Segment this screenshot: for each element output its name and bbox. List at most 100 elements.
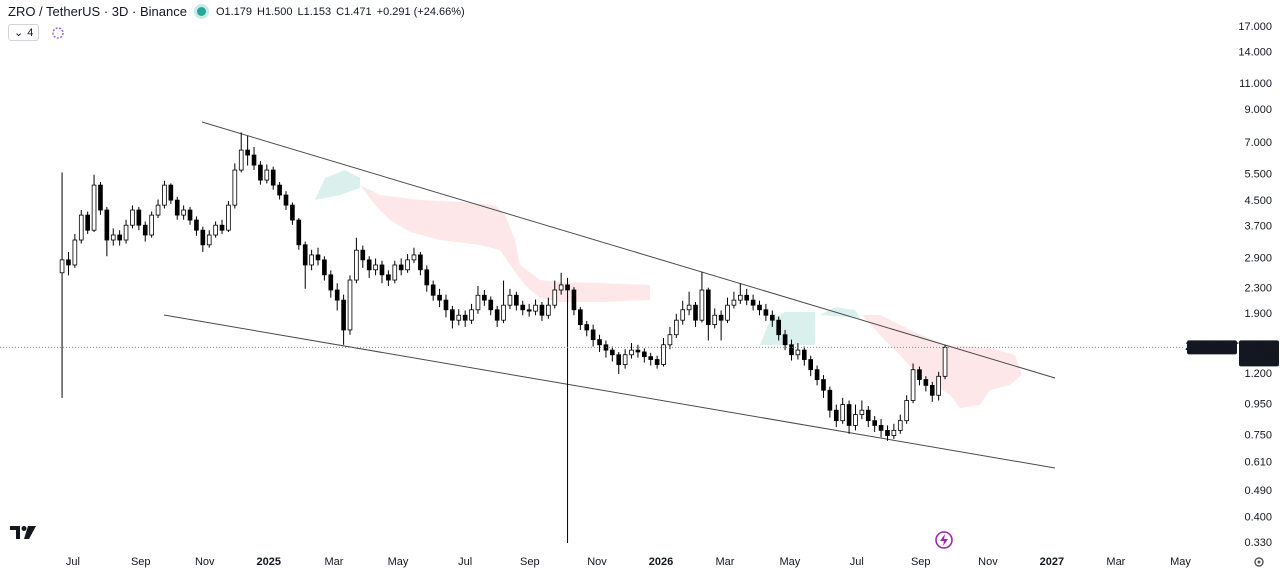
x-tick-label: 2025 — [256, 556, 280, 568]
candle-body — [629, 349, 634, 356]
x-tick-label: Mar — [325, 556, 344, 568]
symbol-tag-bg — [1187, 340, 1237, 355]
candle-body — [162, 184, 167, 206]
candle-body — [712, 314, 718, 326]
candle-body — [917, 369, 922, 380]
price-tag: 1.471 — [1244, 341, 1272, 353]
candle-body — [200, 229, 206, 246]
candle-body — [418, 254, 423, 271]
candle-body — [507, 294, 513, 306]
candle-body — [910, 369, 916, 401]
ohlc-stat: O1.179 — [215, 5, 253, 18]
candle-body — [590, 329, 596, 341]
candle-body — [462, 314, 468, 321]
candle-body — [411, 254, 417, 261]
candle-body — [258, 164, 263, 181]
y-tick-label: 3.700 — [1244, 221, 1272, 233]
y-tick-label: 2.300 — [1244, 283, 1272, 295]
settings-icon[interactable] — [1254, 557, 1264, 567]
price-tag-bg — [1239, 340, 1279, 367]
candle-body — [827, 389, 833, 411]
candle-body — [270, 169, 276, 186]
candle-body — [846, 404, 852, 426]
candle-body — [149, 214, 154, 236]
candle-body — [904, 400, 909, 422]
candle-body — [168, 184, 174, 201]
countdown-tag: 1d 12h — [1240, 353, 1274, 365]
tradingview-logo — [10, 526, 36, 539]
y-tick-label: 1.900 — [1244, 308, 1272, 320]
candle-body — [865, 409, 871, 422]
candle-body — [309, 254, 314, 266]
trendline-upper — [201, 121, 1056, 379]
candle-body — [110, 234, 116, 241]
candle-body — [795, 349, 801, 356]
indicator-icon[interactable] — [51, 26, 65, 40]
candle-body — [85, 214, 90, 231]
candle-body — [386, 274, 391, 281]
candle-body — [104, 209, 110, 241]
candle-body — [488, 299, 494, 311]
candle-body — [360, 249, 366, 261]
candle-body — [251, 154, 257, 166]
candle-body — [136, 209, 142, 226]
candle-body — [245, 149, 250, 156]
candle-body — [59, 259, 65, 274]
candle-body — [661, 344, 666, 365]
candle-body — [501, 304, 506, 321]
candle-body — [776, 319, 782, 336]
axes: 17.000 14.000 11.000 9.000 7.000 5.500 4.500 3.… — [66, 21, 1279, 568]
candle-body — [334, 289, 340, 301]
candle-body — [482, 294, 487, 301]
cloud-bearish — [360, 185, 650, 302]
candle-body — [430, 284, 436, 296]
candle-body — [405, 259, 410, 271]
candle-body — [674, 319, 679, 336]
candle-body — [808, 359, 814, 371]
candle-body — [341, 299, 346, 331]
candle-body — [878, 425, 884, 431]
indicator-row: ⌄ 4 — [8, 24, 65, 41]
y-tick-label: 2.900 — [1244, 252, 1272, 264]
candle-body — [578, 309, 583, 326]
candle-body — [296, 219, 302, 246]
x-tick-label: Nov — [195, 556, 215, 568]
x-tick-label: 2027 — [1040, 556, 1064, 568]
x-tick-label: May — [388, 556, 409, 568]
candle-body — [859, 409, 865, 415]
candle-body — [693, 304, 698, 321]
symbol-tag: ZROUSDT — [1185, 341, 1238, 353]
candle-body — [155, 204, 161, 216]
candle-body — [885, 429, 890, 436]
candle-body — [597, 339, 602, 346]
lightning-icon[interactable] — [935, 531, 953, 549]
candle-body — [897, 420, 903, 431]
cloud-bullish — [760, 312, 815, 345]
ohlc-stat: H1.500 — [257, 5, 293, 18]
y-tick-label: 14.000 — [1238, 46, 1272, 58]
symbol-title[interactable]: ZRO / TetherUS · 3D · Binance — [8, 4, 187, 19]
candle-body — [744, 294, 750, 301]
candle-body — [718, 314, 724, 321]
candle-body — [98, 184, 103, 211]
candle-body — [78, 214, 84, 241]
candle-body — [616, 354, 622, 365]
candle-body — [725, 304, 730, 321]
candle-body — [929, 384, 935, 396]
candle-body — [475, 294, 481, 311]
candle-body — [680, 309, 686, 321]
x-tick-label: Sep — [911, 556, 931, 568]
y-tick-label: 0.400 — [1244, 512, 1272, 524]
indicator-toggle[interactable]: ⌄ 4 — [8, 24, 40, 41]
candle-body — [546, 304, 551, 316]
candle-body — [731, 299, 737, 306]
y-tick-label: 5.500 — [1244, 169, 1272, 181]
cloud-bullish — [315, 170, 360, 200]
candle-body — [705, 289, 711, 326]
x-tick-label: May — [780, 556, 801, 568]
candle-body — [789, 344, 794, 356]
candle-body — [686, 304, 692, 311]
symbol-header: ZRO / TetherUS · 3D · Binance O1.179 H1.5… — [8, 4, 465, 19]
ohlc-stat: L1.153 — [297, 5, 332, 18]
